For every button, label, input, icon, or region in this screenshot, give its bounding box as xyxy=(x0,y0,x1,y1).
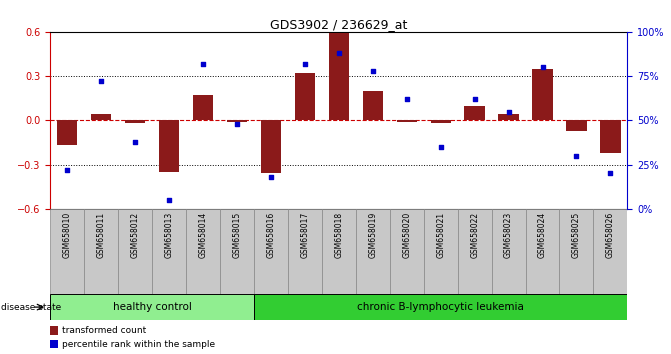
Point xyxy=(605,171,616,176)
Text: percentile rank within the sample: percentile rank within the sample xyxy=(62,339,215,349)
Title: GDS3902 / 236629_at: GDS3902 / 236629_at xyxy=(270,18,407,31)
Point xyxy=(299,61,310,67)
Bar xyxy=(193,95,213,120)
Text: GSM658022: GSM658022 xyxy=(470,211,479,257)
Bar xyxy=(601,120,621,153)
Bar xyxy=(152,209,186,294)
Bar xyxy=(159,120,179,172)
Text: GSM658010: GSM658010 xyxy=(63,211,72,258)
Point xyxy=(333,50,344,56)
Bar xyxy=(220,209,254,294)
Text: transformed count: transformed count xyxy=(62,326,147,335)
Bar xyxy=(525,209,560,294)
Bar xyxy=(532,69,553,120)
Bar xyxy=(288,209,322,294)
Point xyxy=(164,197,174,203)
Text: GSM658019: GSM658019 xyxy=(368,211,377,258)
Point xyxy=(401,96,412,102)
Point xyxy=(503,109,514,114)
Bar xyxy=(423,209,458,294)
Bar xyxy=(50,326,58,335)
Bar xyxy=(227,120,247,122)
Point xyxy=(198,61,209,67)
Text: disease state: disease state xyxy=(1,303,61,312)
Bar xyxy=(492,209,525,294)
Bar xyxy=(91,114,111,120)
Bar xyxy=(254,209,288,294)
Bar xyxy=(362,91,383,120)
Bar xyxy=(397,120,417,122)
Bar xyxy=(295,73,315,120)
Bar xyxy=(329,33,349,120)
Bar xyxy=(322,209,356,294)
Bar xyxy=(118,209,152,294)
Bar xyxy=(186,209,220,294)
Bar xyxy=(464,105,485,120)
Bar xyxy=(125,120,146,123)
Text: GSM658016: GSM658016 xyxy=(266,211,276,258)
Bar xyxy=(50,209,85,294)
Text: GSM658025: GSM658025 xyxy=(572,211,581,258)
Point xyxy=(571,153,582,159)
Point xyxy=(62,167,72,173)
Bar xyxy=(254,294,627,320)
Text: GSM658021: GSM658021 xyxy=(436,211,445,257)
Text: GSM658012: GSM658012 xyxy=(131,211,140,257)
Point xyxy=(231,121,242,127)
Bar xyxy=(566,120,586,131)
Text: GSM658015: GSM658015 xyxy=(233,211,242,258)
Text: chronic B-lymphocytic leukemia: chronic B-lymphocytic leukemia xyxy=(357,302,524,312)
Bar xyxy=(57,120,77,145)
Bar xyxy=(499,114,519,120)
Point xyxy=(435,144,446,150)
Point xyxy=(537,64,548,70)
Text: GSM658017: GSM658017 xyxy=(301,211,309,258)
Point xyxy=(368,68,378,74)
Bar xyxy=(560,209,593,294)
Text: GSM658026: GSM658026 xyxy=(606,211,615,258)
Text: GSM658023: GSM658023 xyxy=(504,211,513,258)
Text: GSM658014: GSM658014 xyxy=(199,211,207,258)
Point xyxy=(266,174,276,180)
Bar xyxy=(85,209,118,294)
Text: GSM658013: GSM658013 xyxy=(164,211,174,258)
Bar xyxy=(50,294,254,320)
Bar xyxy=(458,209,492,294)
Bar xyxy=(261,120,281,173)
Text: GSM658018: GSM658018 xyxy=(334,211,344,257)
Bar xyxy=(593,209,627,294)
Point xyxy=(130,139,140,144)
Text: GSM658011: GSM658011 xyxy=(97,211,106,257)
Bar xyxy=(50,340,58,348)
Bar xyxy=(390,209,423,294)
Point xyxy=(96,79,107,84)
Bar xyxy=(431,120,451,123)
Text: GSM658024: GSM658024 xyxy=(538,211,547,258)
Text: GSM658020: GSM658020 xyxy=(402,211,411,258)
Point xyxy=(469,96,480,102)
Text: healthy control: healthy control xyxy=(113,302,192,312)
Bar xyxy=(356,209,390,294)
